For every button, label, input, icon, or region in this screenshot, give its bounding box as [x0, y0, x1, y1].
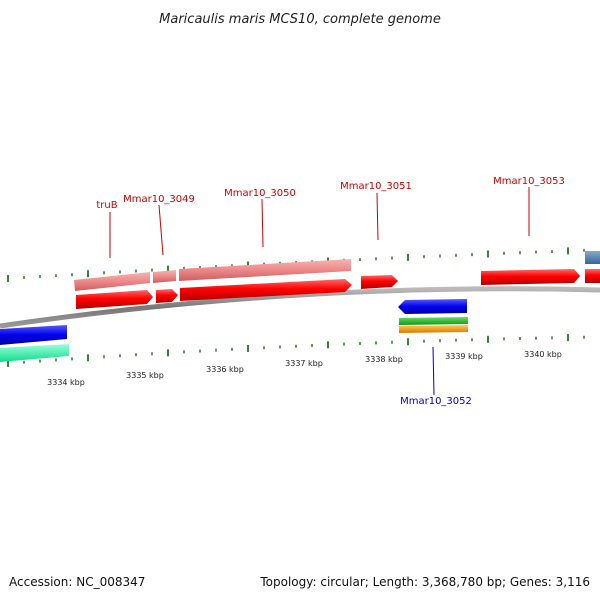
gene-label-mmar10-3053: Mmar10_3053 [493, 176, 565, 187]
label-line-mmar10-3050 [261, 198, 264, 248]
feature-steel-right[interactable] [585, 251, 600, 264]
kbp-label-3335: 3335 kbp [126, 371, 164, 380]
gene-label-mmar10-3049: Mmar10_3049 [123, 194, 195, 205]
gene-label-mmar10-3051: Mmar10_3051 [340, 181, 412, 192]
cds-bar-mmar10-3050[interactable] [179, 259, 351, 281]
kbp-label-3338: 3338 kbp [365, 355, 403, 364]
cds-bar-mmar10-3049[interactable] [153, 270, 176, 283]
accession-text: Accession: NC_008347 [9, 575, 145, 589]
gene-arrow-trub[interactable] [76, 290, 153, 309]
gene-label-trub: truB [96, 200, 117, 211]
genome-backbone [0, 286, 600, 329]
bottom-tick-marks [7, 334, 585, 367]
feature-green-mmar10-3052[interactable] [399, 317, 468, 325]
feature-left-edge-teal[interactable] [0, 344, 69, 362]
gene-label-mmar10-3052: Mmar10_3052 [400, 396, 472, 407]
map-title: Maricaulis maris MCS10, complete genome [159, 12, 441, 27]
cds-bar-trub[interactable] [74, 272, 150, 291]
gene-arrow-mmar10-3049[interactable] [156, 289, 178, 303]
label-line-mmar10-3049 [158, 204, 164, 256]
genome-summary-text: Topology: circular; Length: 3,368,780 bp… [259, 575, 590, 589]
gene-arrow-edge-right[interactable] [585, 269, 600, 283]
gene-arrow-left-edge-blue[interactable] [0, 325, 67, 345]
label-line-mmar10-3052 [432, 346, 435, 396]
kbp-label-3337: 3337 kbp [285, 359, 323, 368]
kbp-label-3339: 3339 kbp [445, 352, 483, 361]
gene-arrow-mmar10-3053[interactable] [481, 269, 580, 285]
feature-orange-mmar10-3052[interactable] [399, 325, 468, 333]
gene-arrow-mmar10-3052[interactable] [398, 299, 467, 314]
label-line-mmar10-3051 [376, 192, 379, 241]
gene-arrow-mmar10-3050[interactable] [180, 279, 352, 301]
kbp-label-3336: 3336 kbp [206, 365, 244, 374]
kbp-label-3334: 3334 kbp [47, 378, 85, 387]
gene-label-mmar10-3050: Mmar10_3050 [224, 188, 296, 199]
gene-arrow-mmar10-3051[interactable] [361, 275, 398, 289]
kbp-label-3340: 3340 kbp [524, 350, 562, 359]
